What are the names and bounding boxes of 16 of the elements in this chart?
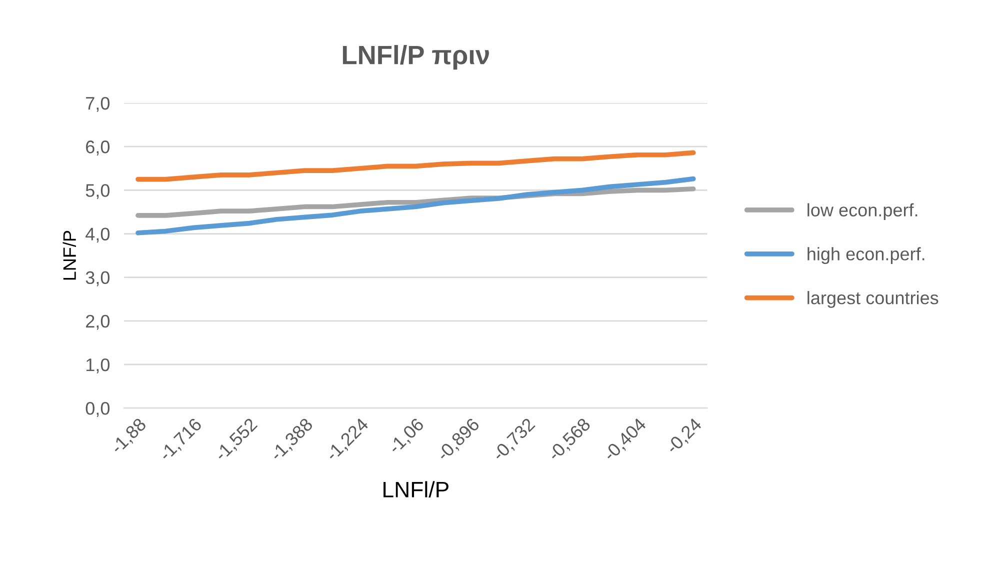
y-tick-label: 6,0 <box>86 140 110 156</box>
legend-label: high econ.perf. <box>808 247 924 264</box>
y-tick-label: 0,0 <box>86 402 110 417</box>
y-tick-label: 3,0 <box>86 271 110 286</box>
y-axis-title: LNF/P <box>62 230 76 280</box>
y-tick-label: 2,0 <box>86 314 110 330</box>
y-tick-label: 5,0 <box>86 184 110 200</box>
y-tick-label: 4,0 <box>86 228 110 243</box>
y-tick-label: 7,0 <box>86 96 110 112</box>
y-tick-label: 1,0 <box>86 358 110 374</box>
legend-label: largest countries <box>808 291 938 308</box>
line-series <box>136 150 696 182</box>
chart-title: LNFl/P πριν <box>342 45 489 70</box>
x-axis-title: LNFl/P <box>384 481 448 498</box>
legend-label: low econ.perf. <box>808 203 918 220</box>
line-series <box>136 176 696 236</box>
